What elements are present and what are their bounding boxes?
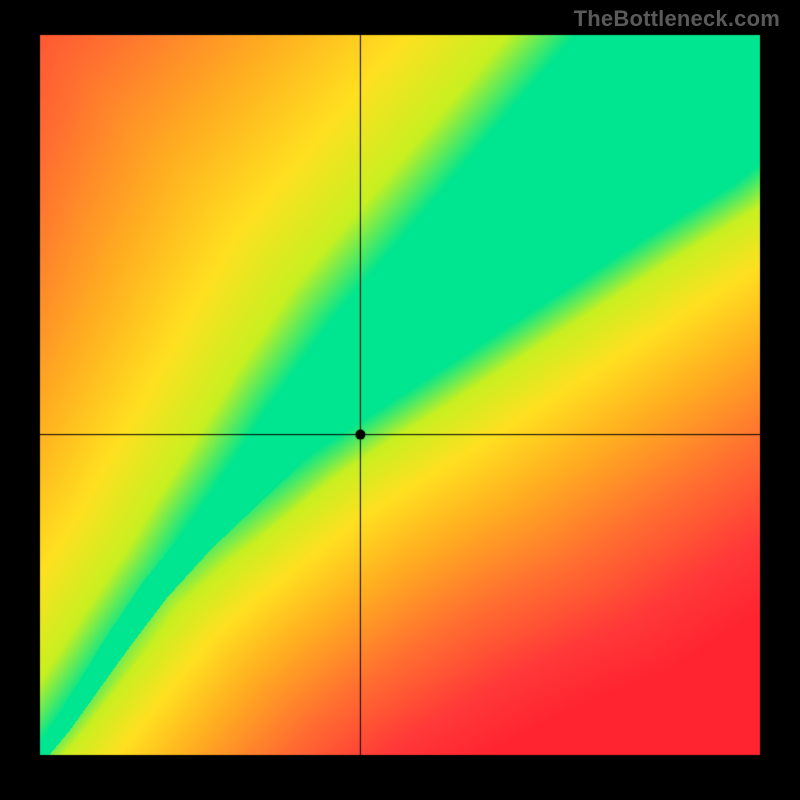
- watermark-text: TheBottleneck.com: [574, 6, 780, 32]
- bottleneck-heatmap: [0, 0, 800, 800]
- chart-container: TheBottleneck.com: [0, 0, 800, 800]
